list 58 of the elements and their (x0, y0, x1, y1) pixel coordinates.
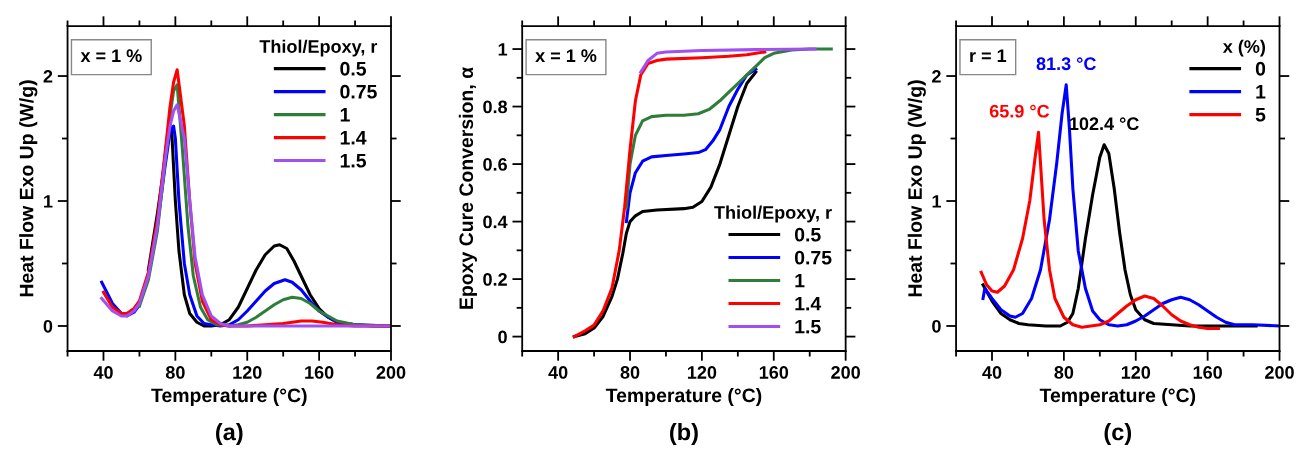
legend-label: 1.4 (795, 296, 822, 311)
x-tick-label: 120 (233, 366, 262, 379)
x-tick-label: 160 (305, 366, 334, 379)
x-tick-label: 80 (1054, 366, 1074, 379)
legend-label: 1 (1256, 85, 1266, 99)
text: (a) (216, 423, 243, 446)
y-tick-label: 1 (498, 43, 508, 56)
legend-label: 0.5 (340, 61, 367, 76)
legend-label: 1.5 (795, 319, 821, 334)
legend-title: x (%) (1222, 39, 1266, 57)
legend-label: 5 (1255, 108, 1266, 122)
y-tick-label: 0.4 (483, 215, 508, 229)
y-axis-title: Epoxy Cure Conversion, α (458, 67, 477, 309)
annotation: x = 1 % (80, 49, 142, 63)
y-tick-label: 2 (43, 69, 53, 83)
y-tick-label: 2 (932, 69, 941, 83)
annotation: r = 1 (970, 49, 1007, 62)
legend-label: 0.75 (794, 250, 832, 265)
x-tick-label: 200 (1265, 366, 1294, 379)
legend-label: 1 (340, 108, 350, 122)
x-axis-title: Temperature (°C) (151, 387, 307, 407)
x-tick-label: 40 (548, 366, 568, 379)
text: (c) (1104, 423, 1132, 446)
y-tick-label: 0.6 (483, 158, 507, 171)
y-tick-label: 1 (932, 195, 941, 208)
legend-label: 0.5 (794, 227, 821, 242)
legend-label: 1 (795, 273, 805, 288)
y-tick-label: 0.8 (483, 100, 508, 114)
y-axis-title: Heat Flow Exo Up (W/g) (907, 80, 926, 297)
x-axis-title: Temperature (°C) (605, 387, 762, 407)
legend-label: 0.75 (340, 84, 377, 99)
legend-title: Thiol/Epoxy, r (714, 205, 832, 223)
x-tick-label: 120 (1121, 366, 1151, 379)
x-tick-label: 160 (759, 366, 789, 379)
legend-title: Thiol/Epoxy, r (259, 39, 378, 57)
legend-label: 0 (1255, 61, 1266, 76)
y-axis-title: Heat Flow Exo Up (W/g) (19, 80, 38, 297)
annotation: x = 1 % (535, 49, 597, 63)
annotation: 102.4 °C (1070, 117, 1139, 131)
x-tick-label: 80 (620, 366, 640, 379)
y-tick-label: 0 (498, 330, 507, 344)
y-tick-label: 0.2 (483, 273, 507, 286)
legend-label: 1.4 (340, 131, 367, 145)
x-tick-label: 80 (165, 366, 185, 379)
text: (b) (670, 423, 698, 446)
legend-label: 1.5 (340, 154, 367, 168)
annotation: 81.3 °C (1036, 57, 1096, 71)
x-axis-title: Temperature (°C) (1039, 387, 1196, 407)
annotation: 65.9 °C (989, 104, 1050, 118)
y-tick-label: 0 (43, 319, 53, 333)
x-tick-label: 40 (93, 366, 113, 379)
x-tick-label: 200 (376, 366, 406, 379)
x-tick-label: 200 (831, 366, 860, 379)
y-tick-label: 0 (932, 319, 941, 333)
x-tick-label: 120 (687, 366, 717, 379)
x-tick-label: 160 (1193, 366, 1222, 379)
x-tick-label: 40 (982, 366, 1002, 379)
y-tick-label: 1 (44, 195, 53, 208)
